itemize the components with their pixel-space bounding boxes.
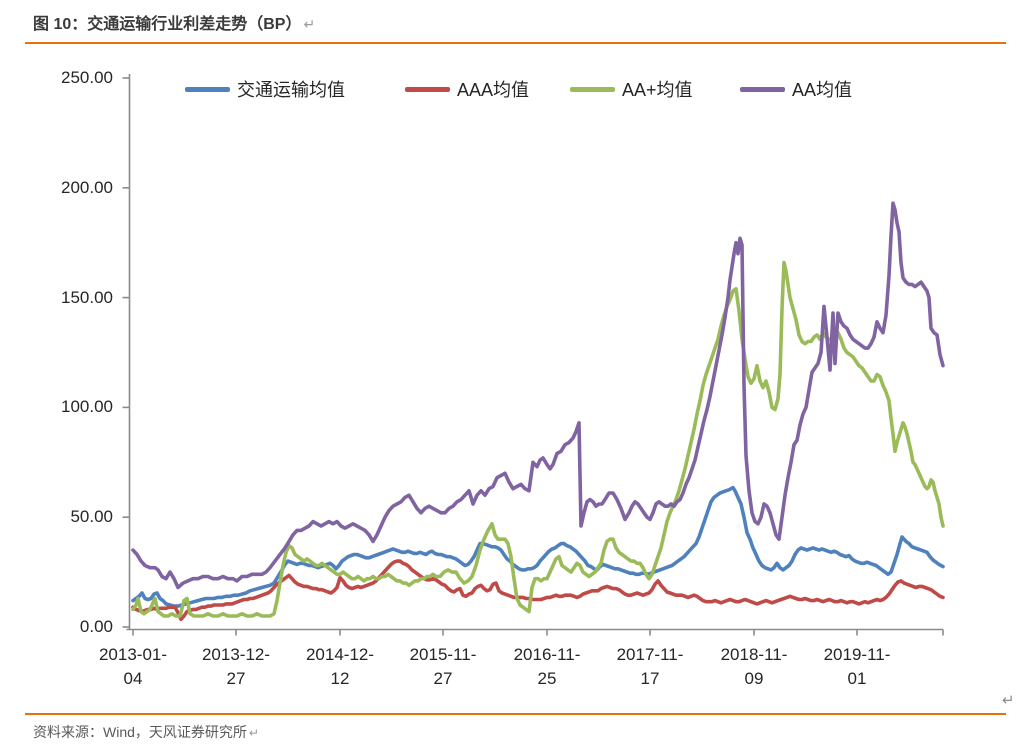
legend-item-aa-plus-mean: AA+均值	[570, 79, 693, 100]
series-lines	[131, 201, 945, 622]
x-tick-label-line1: 2015-11-	[409, 645, 477, 664]
y-tick-label: 200.00	[61, 177, 113, 197]
legend-label: AA+均值	[622, 80, 693, 100]
y-tick-label: 250.00	[61, 68, 113, 87]
x-tick-label-line2: 25	[537, 669, 557, 688]
y-tick-label: 100.00	[61, 397, 113, 417]
legend-label: 交通运输均值	[237, 80, 345, 100]
axis-lines-and-ticks	[122, 74, 944, 636]
x-tick-label-line2: 09	[744, 669, 764, 688]
return-mark-icon: ↵	[303, 16, 316, 32]
x-tick-label-line2: 01	[847, 669, 867, 688]
legend-swatch-aaa-mean	[405, 86, 450, 92]
x-tick-label-line2: 27	[433, 669, 453, 688]
legend-swatch-aa-plus-mean	[570, 86, 615, 92]
footer-divider	[25, 713, 1006, 715]
y-tick-label: 50.00	[70, 507, 113, 527]
series-line-aaa-mean	[131, 559, 945, 622]
legend-item-aaa-mean: AAA均值	[405, 79, 530, 100]
series-line-transport-mean	[131, 485, 945, 608]
x-tick-label: 2017-11- 17	[600, 643, 700, 691]
x-tick-label-line2: 17	[640, 669, 660, 688]
y-tick-label: 0.00	[79, 617, 113, 636]
return-mark-icon: ↵	[1002, 692, 1015, 709]
x-tick-label-line1: 2014-12-	[305, 645, 375, 664]
x-tick-label-line1: 2013-12-	[201, 645, 271, 664]
x-tick-label: 2016-11- 25	[497, 643, 597, 691]
y-tick-label: 150.00	[61, 287, 113, 307]
legend-label: AAA均值	[457, 80, 530, 100]
x-tick-label-line1: 2017-11-	[616, 645, 684, 664]
x-tick-label: 2013-01- 04	[83, 643, 183, 691]
x-tick-label-line1: 2018-11-	[720, 645, 788, 664]
legend-label: AA均值	[792, 80, 853, 100]
x-tick-label-line1: 2013-01-	[98, 645, 168, 664]
x-tick-label-line2: 04	[123, 669, 143, 688]
series-line-aa-mean	[131, 201, 945, 590]
x-tick-label: 2015-11- 27	[393, 643, 493, 691]
x-tick-label: 2018-11- 09	[704, 643, 804, 691]
figure-title-text: 图 10：交通运输行业利差走势（BP）	[33, 16, 302, 33]
data-source-text: 资料来源：Wind，天风证券研究所	[33, 724, 247, 740]
x-tick-label: 2019-11- 01	[807, 643, 907, 691]
return-mark-icon: ↵	[248, 726, 259, 740]
x-tick-label-line1: 2016-11-	[513, 645, 581, 664]
x-tick-label-line2: 12	[330, 669, 350, 688]
x-tick-label: 2014-12- 12	[290, 643, 390, 691]
legend-swatch-aa-mean	[740, 86, 785, 92]
x-tick-label: 2013-12- 27	[186, 643, 286, 691]
legend-swatch-transport-mean	[185, 86, 230, 92]
title-divider	[25, 42, 1006, 44]
data-source-note: 资料来源：Wind，天风证券研究所 ↵	[33, 722, 259, 742]
x-tick-label-line1: 2019-11-	[823, 645, 891, 664]
legend-item-transport-mean: 交通运输均值	[185, 79, 345, 100]
legend-item-aa-mean: AA均值	[740, 79, 853, 100]
figure-title: 图 10：交通运输行业利差走势（BP） ↵	[33, 10, 315, 34]
x-tick-label-line2: 27	[226, 669, 246, 688]
